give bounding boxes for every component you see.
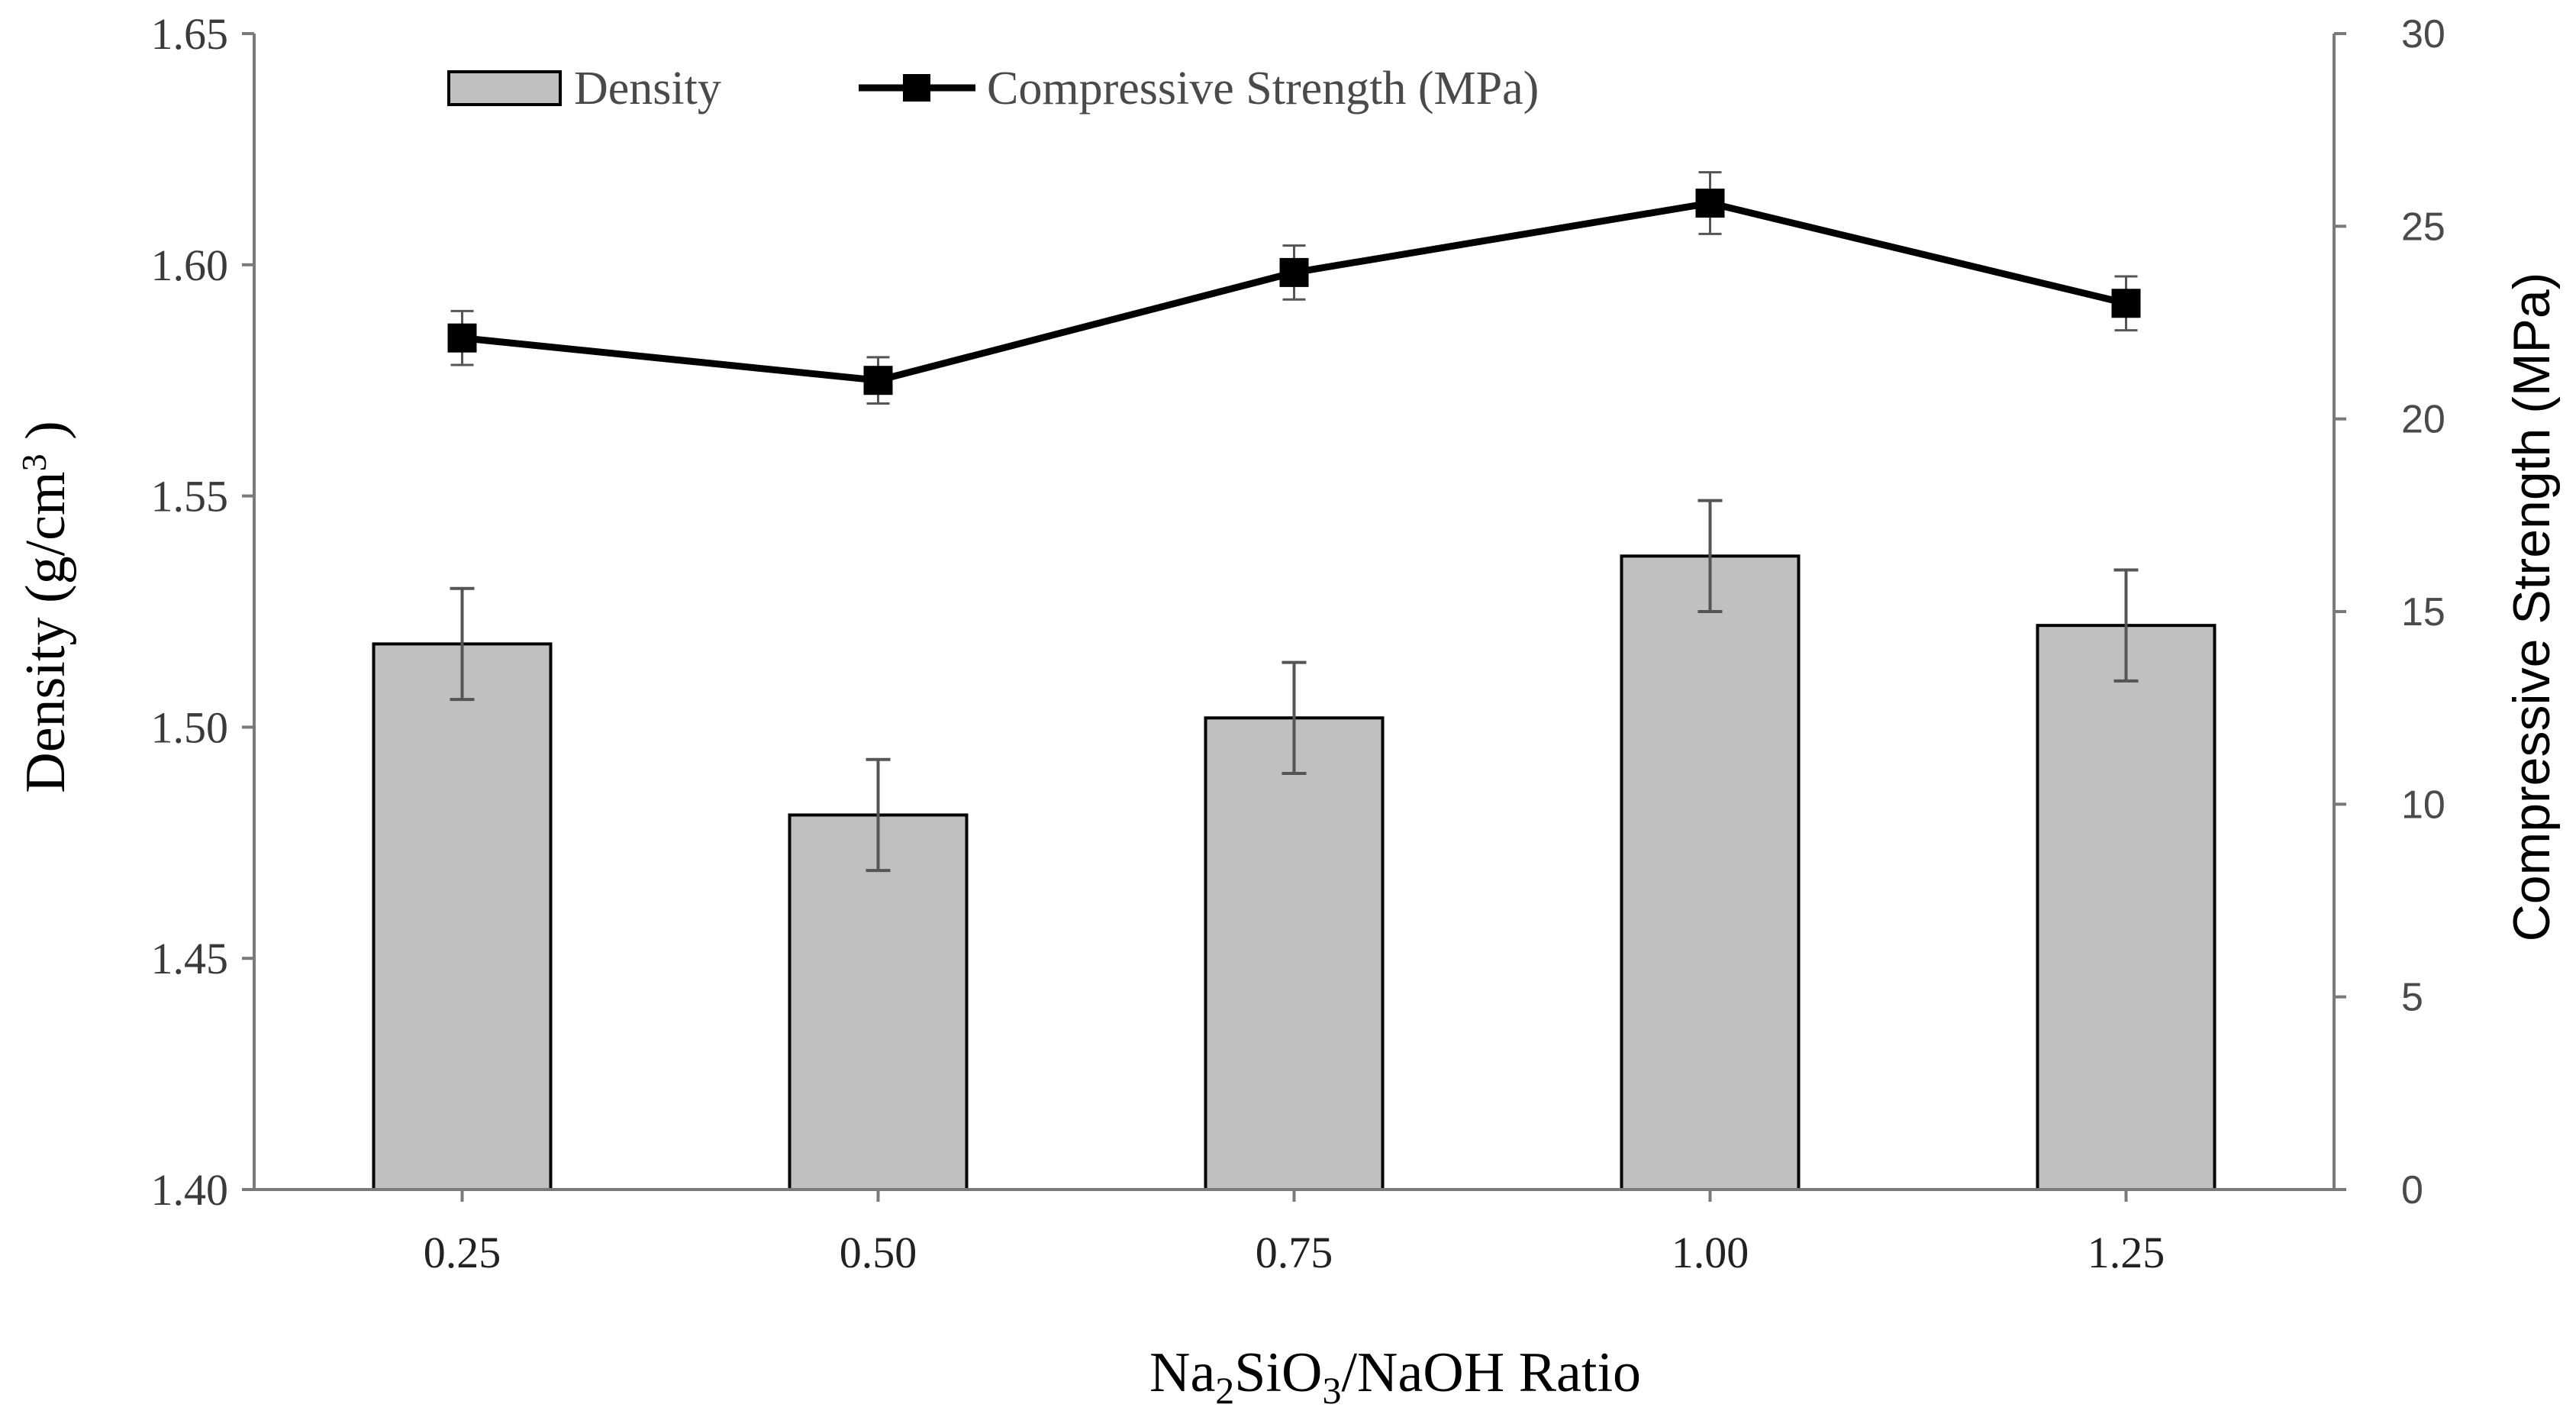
legend-line-label: Compressive Strength (MPa) [987, 63, 1539, 115]
y-right-tick-label: 30 [2401, 12, 2445, 56]
y-left-tick-label: 1.45 [151, 934, 229, 983]
legend-bar-label: Density [574, 63, 721, 115]
legend-bar-swatch [447, 70, 562, 106]
y-left-tick-label: 1.55 [151, 472, 229, 521]
y-right-tick-label: 5 [2401, 976, 2423, 1020]
y-left-tick-label: 1.40 [151, 1165, 229, 1215]
x-tick-label: 1.25 [2088, 1228, 2165, 1277]
y-right-tick-label: 15 [2401, 590, 2445, 634]
x-tick-label: 0.75 [1256, 1228, 1333, 1277]
tick-labels: 1.40 1.45 1.50 1.55 1.60 1.65 0 5 10 15 20 25 30 0.25… [151, 9, 2445, 1277]
x-tick-label: 0.25 [424, 1228, 501, 1277]
axes [253, 34, 2336, 1191]
strength-line [447, 171, 2141, 405]
y-left-tick-label: 1.50 [151, 702, 229, 752]
density-bar [2036, 624, 2217, 1191]
y-axis-right-title: Compressive Strength (MPa) [2503, 273, 2561, 942]
density-bars [372, 499, 2217, 1191]
density-bar [1620, 554, 1801, 1191]
x-tick-label: 1.00 [1672, 1228, 1749, 1277]
y-left-tick-label: 1.65 [151, 9, 229, 59]
tick-marks [242, 32, 2346, 1202]
strength-point [1279, 257, 1309, 287]
density-bar [372, 642, 553, 1191]
strength-point [863, 366, 893, 395]
strength-point [2111, 289, 2141, 318]
y-axis-left-title: Density (g/cm3 ) [15, 421, 77, 793]
legend-line-marker [903, 74, 930, 102]
y-right-tick-label: 10 [2401, 783, 2445, 827]
density-bar [1204, 716, 1385, 1191]
y-right-tick-label: 20 [2401, 398, 2445, 442]
y-left-tick-label: 1.60 [151, 241, 229, 290]
y-right-tick-label: 0 [2401, 1168, 2423, 1212]
strength-point [1695, 189, 1725, 218]
strength-point [447, 323, 477, 353]
x-axis-title: Na2SiO3/NaOH Ratio [1149, 1341, 1641, 1412]
x-tick-label: 0.50 [840, 1228, 917, 1277]
y-right-tick-label: 25 [2401, 205, 2445, 249]
legend: Density Compressive Strength (MPa) [447, 63, 1539, 115]
